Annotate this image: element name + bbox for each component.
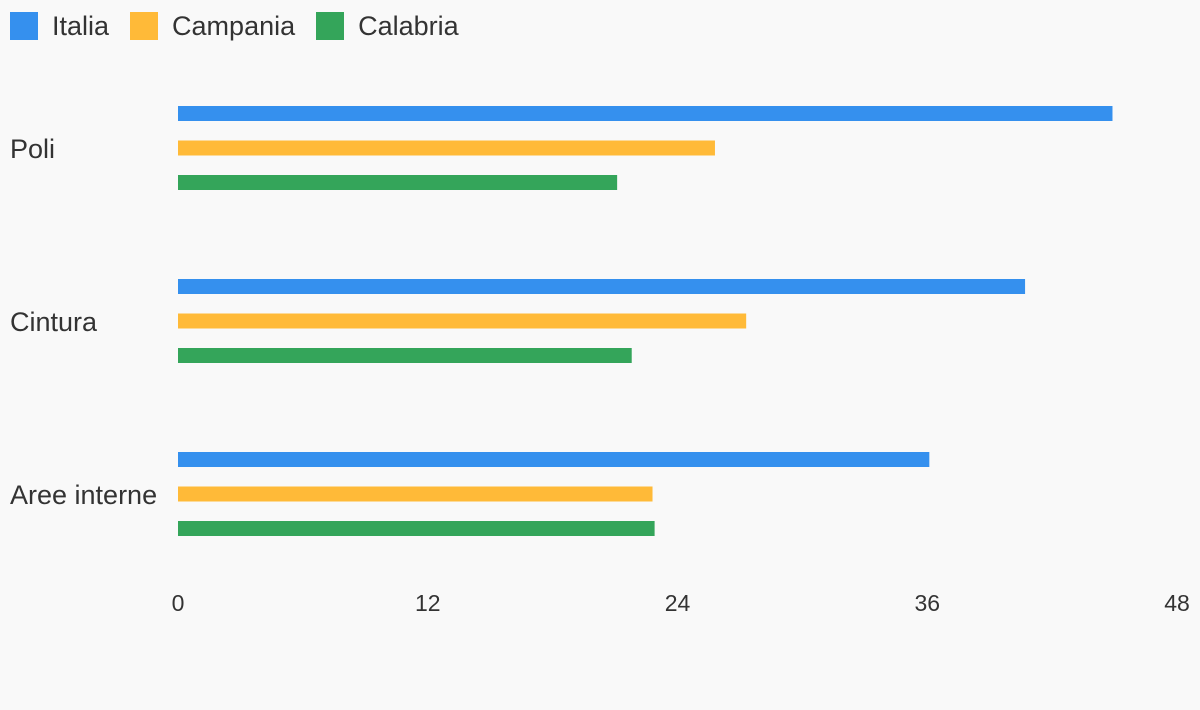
bar-campania-poli[interactable] xyxy=(178,140,715,156)
category-label: Cintura xyxy=(10,307,98,337)
legend-swatch xyxy=(130,12,159,40)
bar-calabria-aree-interne[interactable] xyxy=(178,521,655,536)
legend-swatch xyxy=(316,12,345,40)
legend-item-calabria[interactable]: Calabria xyxy=(316,8,459,44)
category-label: Poli xyxy=(10,134,55,164)
bar-campania-aree-interne[interactable] xyxy=(178,486,653,502)
bar-campania-cintura[interactable] xyxy=(178,313,747,329)
bar-italia-cintura[interactable] xyxy=(178,279,1026,294)
legend-item-campania[interactable]: Campania xyxy=(130,8,295,44)
bar-italia-aree-interne[interactable] xyxy=(178,452,930,467)
x-tick-label: 24 xyxy=(665,590,691,616)
x-tick-label: 0 xyxy=(172,590,185,616)
bar-italia-poli[interactable] xyxy=(178,106,1113,121)
category-label: Aree interne xyxy=(10,480,157,510)
legend-label: Calabria xyxy=(358,11,459,41)
legend-label: Italia xyxy=(52,11,110,41)
x-tick-label: 12 xyxy=(415,590,441,616)
legend-swatch xyxy=(10,12,38,40)
x-tick-label: 36 xyxy=(914,590,940,616)
chart-legend: Italia Campania Calabria xyxy=(10,8,480,44)
x-tick-label: 48 xyxy=(1164,590,1190,616)
legend-item-italia[interactable]: Italia xyxy=(10,8,109,44)
bar-calabria-cintura[interactable] xyxy=(178,348,632,363)
bar-calabria-poli[interactable] xyxy=(178,175,618,190)
legend-label: Campania xyxy=(172,11,296,41)
